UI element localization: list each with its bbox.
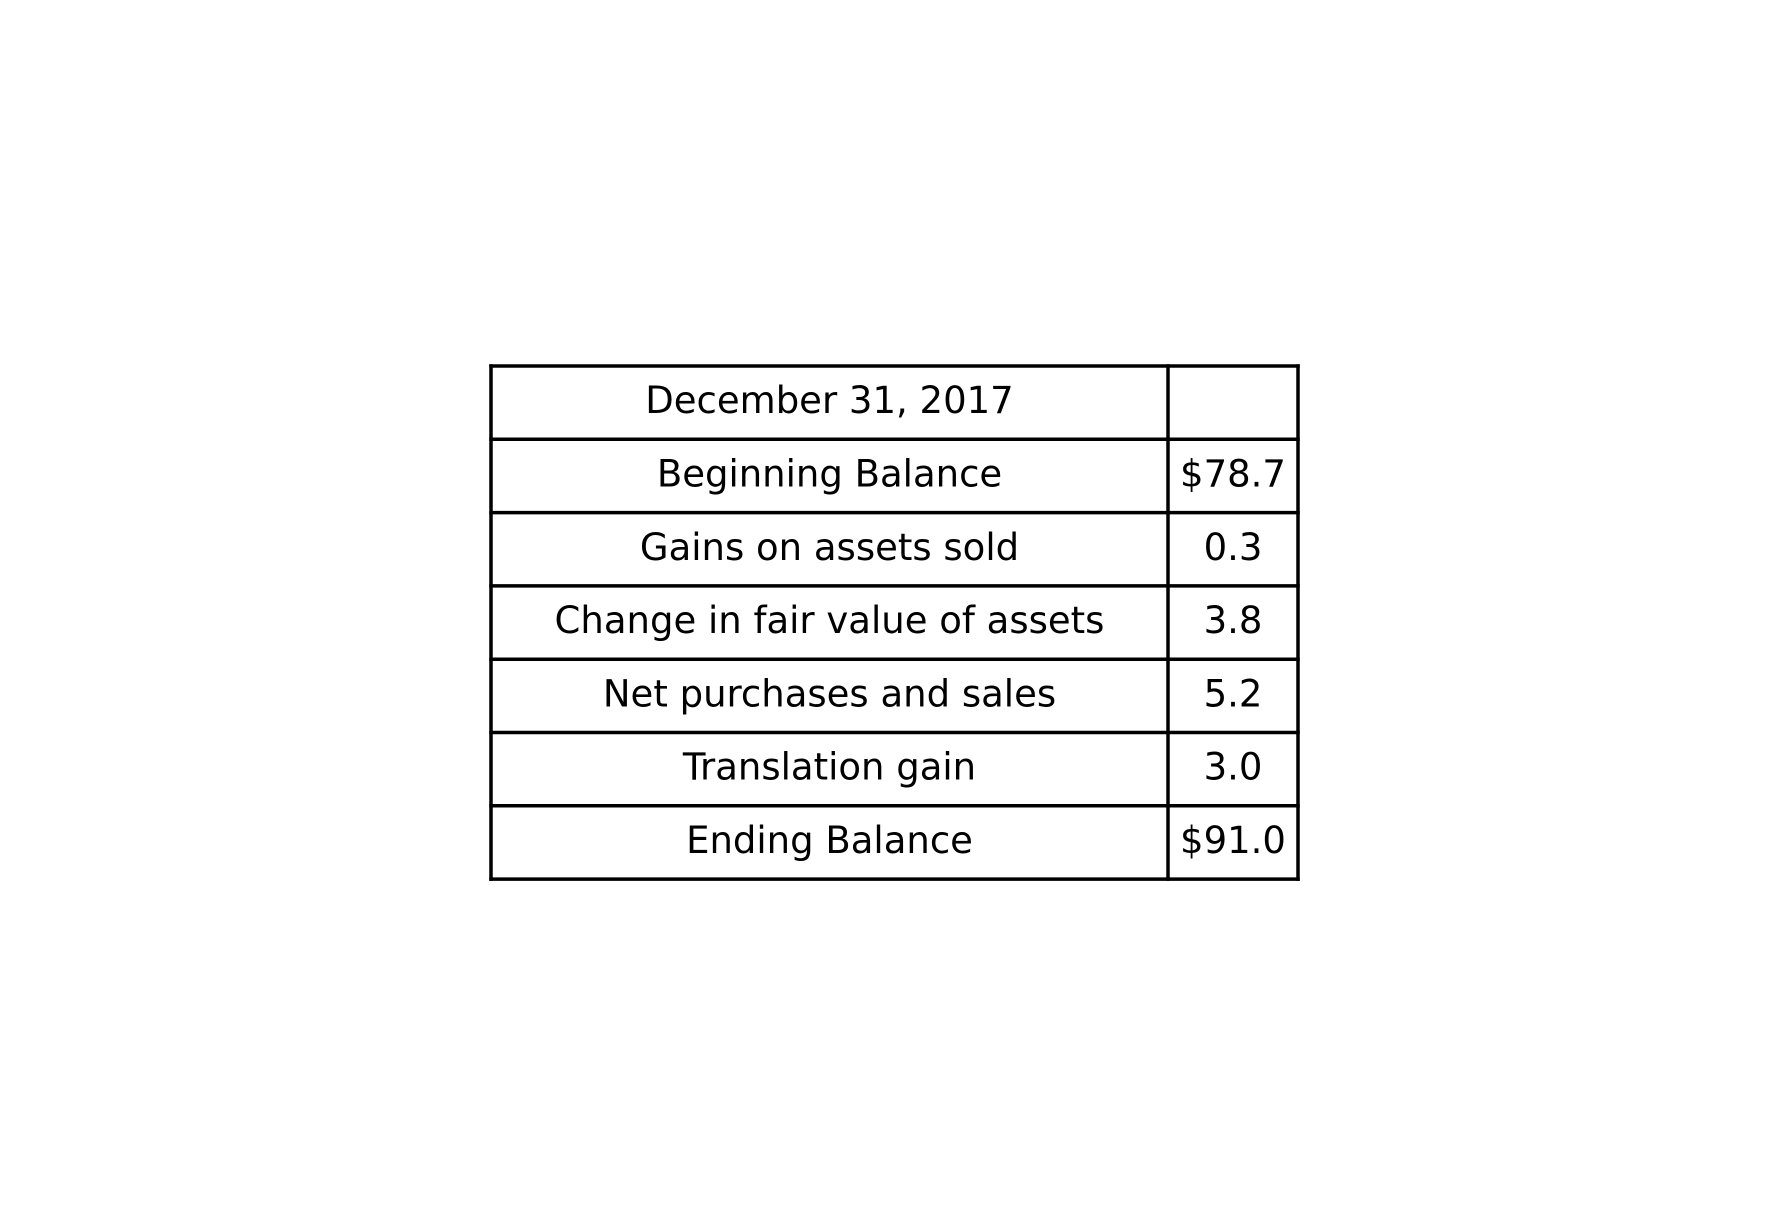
table-header-label: December 31, 2017 [645, 379, 1013, 422]
table-row-label: Net purchases and sales [603, 672, 1056, 715]
table-row-label: Gains on assets sold [640, 526, 1019, 569]
table-row-value: $91.0 [1180, 819, 1286, 862]
table-row-value: $78.7 [1180, 452, 1286, 495]
table-row-value: 3.8 [1204, 599, 1263, 642]
table-row-value: 3.0 [1204, 746, 1263, 789]
table-row-label: Translation gain [682, 746, 976, 789]
table-row-label: Ending Balance [686, 819, 973, 862]
table-row-value: 5.2 [1204, 672, 1263, 715]
table-row-value: 0.3 [1204, 526, 1263, 569]
table-row-label: Change in fair value of assets [555, 599, 1105, 642]
table-grid [489, 364, 1300, 881]
table-row-label: Beginning Balance [657, 452, 1002, 495]
table-cells: December 31, 2017 Beginning Balance $78.7 G… [555, 379, 1286, 862]
